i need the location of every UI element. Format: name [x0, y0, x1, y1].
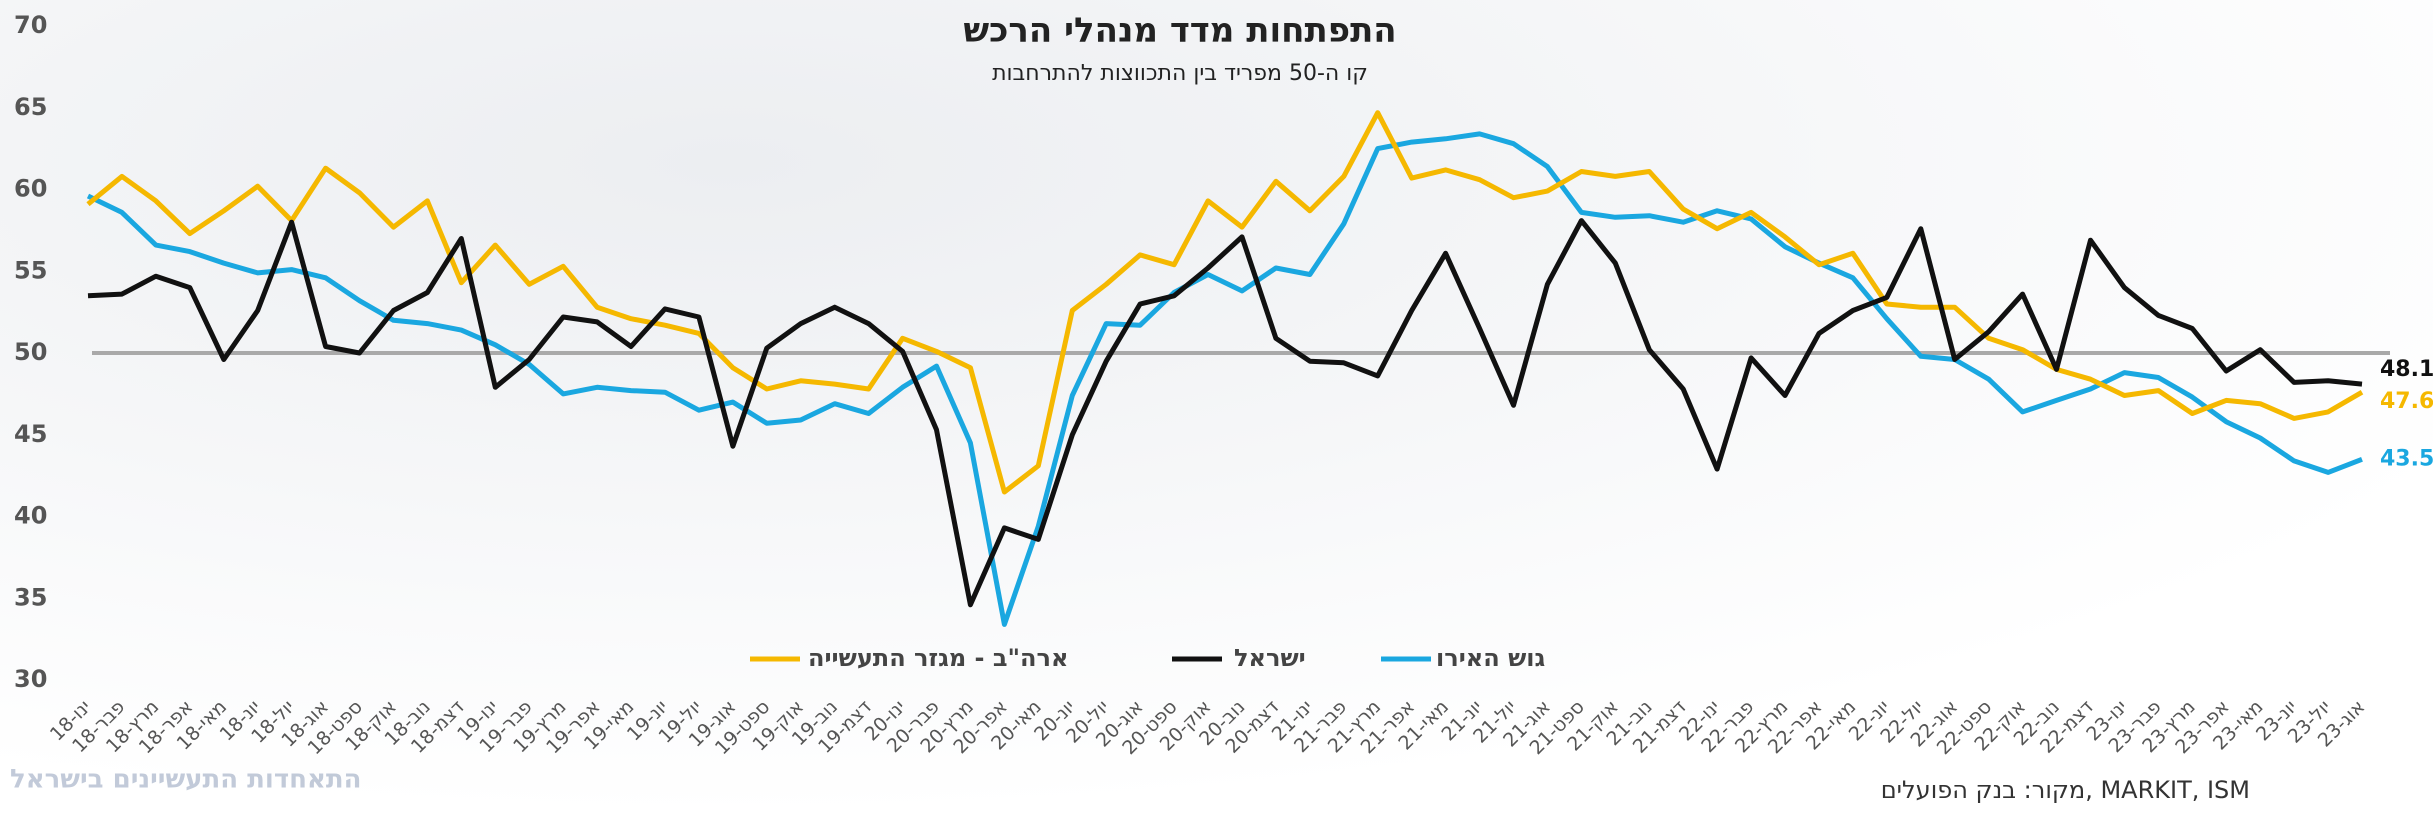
legend-label: ישראל: [1234, 644, 1306, 672]
end-label: 43.5: [2380, 446, 2433, 471]
logo: התאחדות התעשיינים בישראל: [10, 765, 362, 795]
end-label: 48.1: [2380, 357, 2433, 382]
legend-label: גוש האירו: [1436, 644, 1546, 672]
y-tick-label: 55: [14, 256, 47, 284]
end-label: 47.6: [2380, 389, 2433, 414]
y-tick-label: 35: [14, 583, 47, 611]
legend-label: ארה"ב - מגזר התעשייה: [808, 644, 1068, 672]
chart: התפתחות מדד מנהלי הרכש קו ה-50 מפריד בין…: [0, 0, 2433, 814]
y-tick-label: 70: [14, 11, 47, 39]
y-tick-label: 60: [14, 175, 47, 203]
y-tick-label: 65: [14, 93, 47, 121]
background: [0, 0, 2433, 814]
y-tick-label: 30: [14, 665, 47, 693]
chart-title: התפתחות מדד מנהלי הרכש: [963, 11, 1396, 51]
y-tick-label: 45: [14, 420, 47, 448]
source: מקור: בנק הפועלים, MARKIT, ISM: [1881, 776, 2250, 804]
y-tick-label: 50: [14, 338, 47, 366]
y-tick-label: 40: [14, 502, 47, 530]
chart-subtitle: קו ה-50 מפריד בין התכווצות להתרחבות: [992, 61, 1368, 86]
